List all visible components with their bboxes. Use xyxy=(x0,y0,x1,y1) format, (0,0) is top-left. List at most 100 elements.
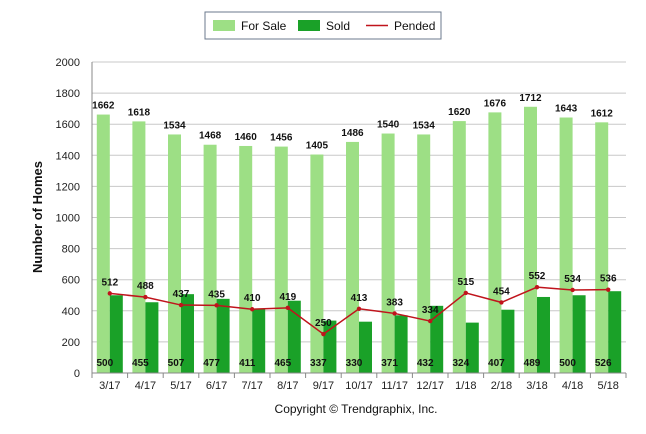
data-label-pended: 536 xyxy=(600,274,617,285)
data-label-for-sale: 1676 xyxy=(484,98,507,109)
x-tick-label: 8/17 xyxy=(277,380,298,392)
data-label-for-sale: 1712 xyxy=(519,93,542,104)
point-pended xyxy=(321,331,326,337)
point-pended xyxy=(250,307,255,312)
legend: For Sale Sold Pended xyxy=(204,11,442,40)
y-tick-label: 800 xyxy=(62,244,80,256)
bar-sold xyxy=(572,295,586,373)
data-label-pended: 512 xyxy=(101,277,118,288)
x-tick-label: 11/17 xyxy=(381,380,408,392)
bar-for-sale xyxy=(132,121,146,373)
x-tick-label: 7/17 xyxy=(241,380,262,392)
y-axis-title: Number of Homes xyxy=(30,161,45,273)
bar-sold xyxy=(430,305,444,373)
point-pended xyxy=(499,300,504,305)
data-label-sold: 489 xyxy=(524,358,541,369)
bar-for-sale xyxy=(524,106,537,373)
x-tick-label: 5/18 xyxy=(597,380,618,392)
data-label-pended: 334 xyxy=(422,305,439,316)
data-label-for-sale: 1468 xyxy=(199,131,222,142)
data-label-for-sale: 1456 xyxy=(270,133,293,144)
data-label-for-sale: 1540 xyxy=(377,120,400,131)
bar-sold xyxy=(287,300,301,373)
bar-for-sale xyxy=(452,121,466,373)
x-tick-label: 6/17 xyxy=(206,380,227,392)
bar-sold xyxy=(465,322,479,373)
y-tick-label: 400 xyxy=(62,306,80,318)
bar-sold xyxy=(501,309,515,373)
x-tick-label: 1/18 xyxy=(455,380,476,392)
data-label-for-sale: 1405 xyxy=(306,141,329,152)
data-label-sold: 330 xyxy=(346,358,363,369)
data-label-pended: 383 xyxy=(386,297,403,308)
bar-sold xyxy=(252,309,266,373)
data-label-for-sale: 1643 xyxy=(555,104,578,115)
data-label-sold: 507 xyxy=(168,358,185,369)
bar-for-sale xyxy=(168,134,181,373)
data-label-sold: 526 xyxy=(595,358,612,369)
bar-sold xyxy=(109,295,123,373)
legend-label: For Sale xyxy=(241,19,287,33)
data-label-for-sale: 1662 xyxy=(92,101,115,112)
y-tick-label: 2000 xyxy=(56,57,80,69)
data-label-for-sale: 1620 xyxy=(448,107,471,118)
bar-sold xyxy=(537,296,550,373)
data-label-for-sale: 1534 xyxy=(413,120,436,131)
point-pended xyxy=(392,311,397,316)
data-label-sold: 432 xyxy=(417,358,434,369)
data-label-pended: 488 xyxy=(137,281,154,292)
y-tick-label: 1200 xyxy=(56,181,80,193)
data-label-sold: 500 xyxy=(559,358,576,369)
bar-sold xyxy=(145,302,159,373)
y-tick-label: 1400 xyxy=(56,150,80,162)
data-label-pended: 437 xyxy=(173,289,190,300)
data-label-sold: 324 xyxy=(452,358,469,369)
data-label-pended: 552 xyxy=(529,271,546,282)
point-pended xyxy=(214,303,219,308)
bar-sold xyxy=(216,298,230,373)
legend-label: Sold xyxy=(326,19,350,33)
legend-label: Pended xyxy=(394,19,435,33)
copyright-text: Copyright © Trendgraphix, Inc. xyxy=(275,402,438,416)
bar-sold xyxy=(181,294,194,373)
bar-for-sale xyxy=(310,154,324,373)
bar-sold xyxy=(323,320,337,373)
bar-for-sale xyxy=(595,122,609,373)
bar-sold xyxy=(359,321,372,373)
point-pended xyxy=(143,294,148,300)
bar-for-sale xyxy=(274,146,288,373)
bar-for-sale xyxy=(96,114,110,374)
bar-sold xyxy=(608,291,622,373)
data-label-pended: 454 xyxy=(493,286,510,297)
y-tick-label: 1000 xyxy=(56,213,80,225)
point-pended xyxy=(534,284,540,290)
x-tick-label: 3/17 xyxy=(99,380,120,392)
point-pended xyxy=(285,305,290,311)
data-label-pended: 413 xyxy=(351,293,368,304)
bar-for-sale xyxy=(417,134,431,373)
x-tick-label: 2/18 xyxy=(491,380,512,392)
bar-for-sale xyxy=(488,112,502,373)
point-pended xyxy=(428,318,433,324)
y-tick-label: 0 xyxy=(74,368,80,380)
x-tick-label: 3/18 xyxy=(526,380,547,392)
data-label-for-sale: 1460 xyxy=(235,132,258,143)
data-label-sold: 371 xyxy=(381,358,398,369)
point-pended xyxy=(463,290,468,296)
data-label-sold: 500 xyxy=(96,358,113,369)
bar-for-sale xyxy=(559,117,573,374)
data-label-pended: 515 xyxy=(457,277,474,288)
data-label-sold: 477 xyxy=(203,358,220,369)
data-label-pended: 435 xyxy=(208,289,225,300)
data-label-for-sale: 1486 xyxy=(341,128,364,139)
data-label-sold: 411 xyxy=(239,358,256,369)
data-label-pended: 250 xyxy=(315,318,332,329)
x-tick-label: 12/17 xyxy=(416,380,444,392)
bar-for-sale xyxy=(203,144,217,373)
x-tick-label: 10/17 xyxy=(345,380,373,392)
x-tick-label: 4/18 xyxy=(562,380,583,392)
data-label-for-sale: 1534 xyxy=(163,120,186,131)
point-pended xyxy=(178,302,184,308)
data-label-sold: 407 xyxy=(488,358,505,369)
